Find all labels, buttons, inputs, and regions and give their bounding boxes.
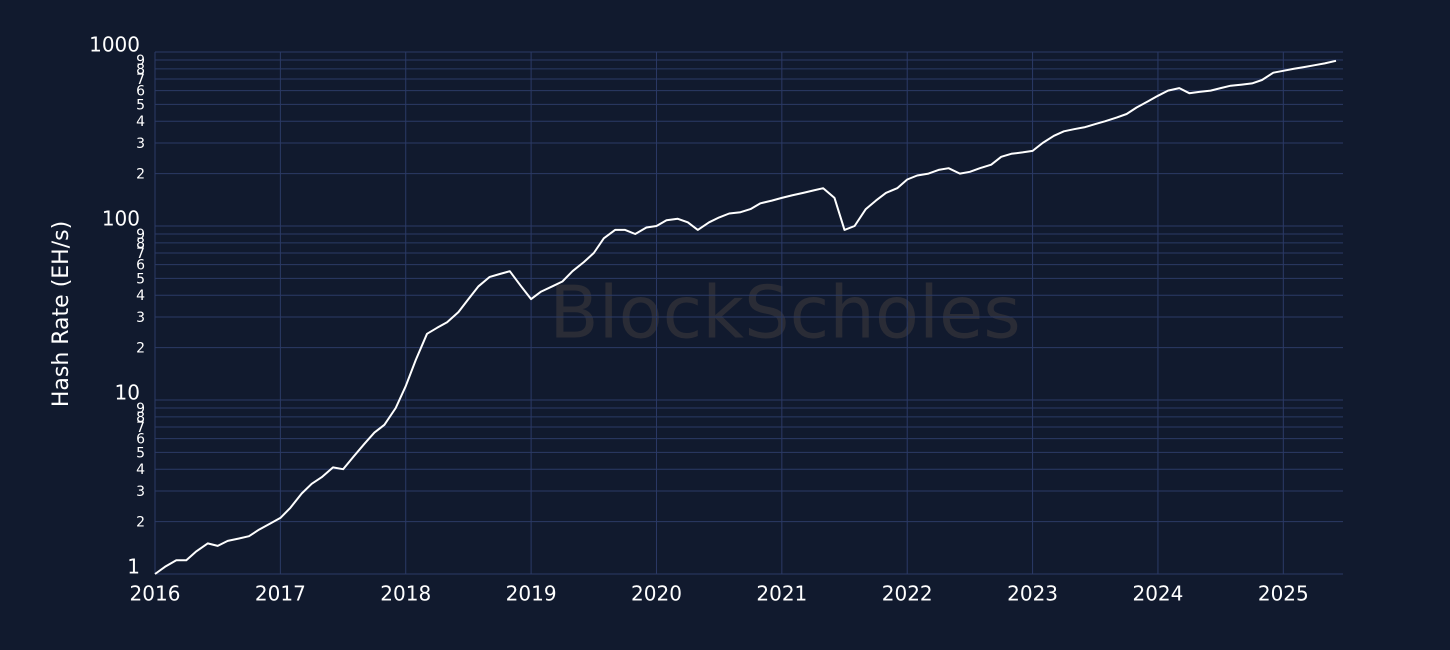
x-tick-label: 2019 bbox=[506, 582, 557, 606]
x-tick-label: 2016 bbox=[130, 582, 181, 606]
y-tick-label: 5 bbox=[136, 445, 145, 461]
y-tick-label: 5 bbox=[136, 271, 145, 287]
y-tick-label: 1 bbox=[127, 555, 140, 579]
y-tick-label: 2 bbox=[136, 167, 145, 183]
x-tick-label: 2023 bbox=[1007, 582, 1058, 606]
y-tick-label: 3 bbox=[136, 484, 145, 500]
x-tick-label: 2018 bbox=[380, 582, 431, 606]
y-tick-label: 4 bbox=[136, 288, 145, 304]
y-tick-label: 5 bbox=[136, 97, 145, 113]
y-tick-label: 2 bbox=[136, 515, 145, 531]
y-tick-label: 6 bbox=[136, 84, 145, 100]
x-tick-label: 2020 bbox=[631, 582, 682, 606]
y-tick-label: 8 bbox=[136, 410, 145, 426]
y-tick-label: 9 bbox=[136, 227, 145, 243]
x-tick-label: 2017 bbox=[255, 582, 306, 606]
y-tick-label: 4 bbox=[136, 114, 145, 130]
y-tick-label: 1000 bbox=[89, 33, 140, 57]
x-tick-label: 2022 bbox=[882, 582, 933, 606]
y-tick-label: 6 bbox=[136, 258, 145, 274]
watermark: BlockScholes bbox=[549, 271, 1021, 355]
x-tick-label: 2025 bbox=[1258, 582, 1309, 606]
y-tick-label: 10 bbox=[115, 381, 140, 405]
hash-rate-line bbox=[154, 59, 1337, 575]
y-tick-label: 100 bbox=[102, 207, 140, 231]
y-tick-label: 8 bbox=[136, 62, 145, 78]
y-tick-label: 7 bbox=[136, 420, 145, 436]
x-tick-label: 2024 bbox=[1132, 582, 1183, 606]
y-axis-label: Hash Rate (EH/s) bbox=[49, 221, 74, 407]
y-tick-label: 3 bbox=[136, 136, 145, 152]
y-tick-label: 8 bbox=[136, 236, 145, 252]
y-tick-label: 3 bbox=[136, 310, 145, 326]
y-tick-label: 7 bbox=[136, 246, 145, 262]
y-tick-label: 7 bbox=[136, 72, 145, 88]
x-tick-label: 2021 bbox=[756, 582, 807, 606]
y-tick-label: 4 bbox=[136, 462, 145, 478]
y-tick-label: 9 bbox=[136, 401, 145, 417]
y-tick-label: 2 bbox=[136, 341, 145, 357]
y-tick-label: 6 bbox=[136, 432, 145, 448]
y-tick-label: 9 bbox=[136, 53, 145, 69]
